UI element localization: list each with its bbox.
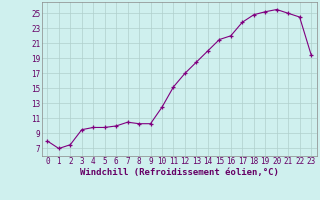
X-axis label: Windchill (Refroidissement éolien,°C): Windchill (Refroidissement éolien,°C) [80, 168, 279, 177]
